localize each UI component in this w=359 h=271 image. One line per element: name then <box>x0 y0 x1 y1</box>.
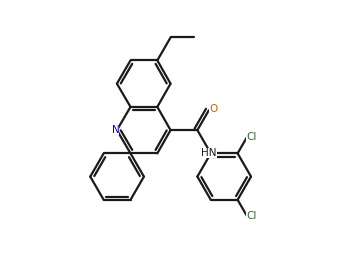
Text: Cl: Cl <box>246 132 256 142</box>
Text: HN: HN <box>201 148 217 158</box>
Text: O: O <box>209 104 217 114</box>
Text: N: N <box>112 125 119 135</box>
Text: Cl: Cl <box>246 211 256 221</box>
